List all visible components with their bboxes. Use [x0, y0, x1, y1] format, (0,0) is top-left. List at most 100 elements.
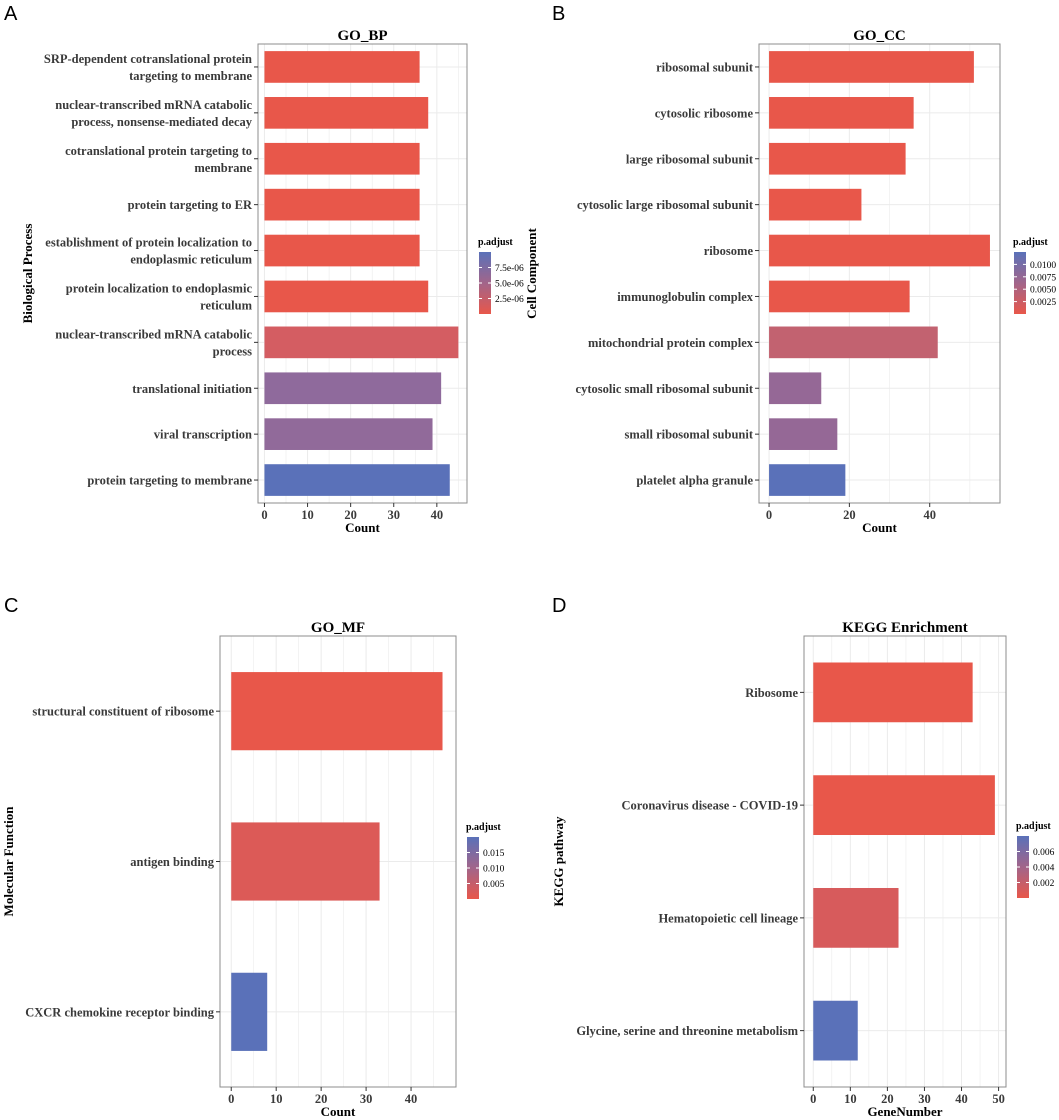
- x-tick-label: 0: [228, 1092, 234, 1106]
- bar: [769, 51, 974, 83]
- category-label: cytosolic large ribosomal subunit: [577, 198, 754, 212]
- panel-title: KEGG Enrichment: [842, 620, 967, 636]
- x-tick-label: 40: [405, 1092, 418, 1106]
- plot-frame: [758, 43, 1001, 504]
- category-label: cotranslational protein targeting to memb…: [65, 144, 252, 175]
- category-label: viral transcription: [154, 428, 252, 442]
- category-label: protein targeting to membrane: [87, 474, 252, 488]
- category-label: mitochondrial protein complex: [588, 336, 754, 350]
- category-label: antigen binding: [130, 855, 214, 869]
- y-axis-label: Molecular Function: [1, 806, 16, 917]
- legend-label: 5.0e-06: [495, 280, 524, 290]
- legend-colorbar: [1014, 252, 1026, 314]
- bar: [769, 464, 846, 496]
- x-tick-label: 40: [431, 508, 444, 522]
- category-label: nuclear-transcribed mRNA catabolic proces…: [55, 98, 252, 129]
- panel-letter-c: C: [4, 595, 18, 617]
- x-tick-label: 0: [766, 508, 772, 522]
- legend-label: 0.004: [1033, 864, 1055, 874]
- bar: [264, 97, 429, 129]
- legend-title: p.adjust: [1013, 237, 1048, 248]
- category-label: platelet alpha granule: [636, 474, 753, 488]
- legend-label: 0.010: [483, 865, 505, 875]
- legend-label: 7.5e-06: [495, 264, 524, 274]
- category-label: establishment of protein localization to…: [45, 236, 252, 267]
- x-tick-label: 0: [261, 508, 267, 522]
- category-label: immunoglobulin complex: [617, 290, 754, 304]
- legend: p.adjust 0.0100 0.0075 0.0050 0.0025: [1013, 237, 1056, 314]
- legend: p.adjust 0.015 0.010 0.005: [466, 822, 505, 899]
- bar: [813, 1000, 858, 1061]
- panel-b: ribosomal subunit cytosolic ribosome large…: [524, 28, 1056, 535]
- panel-title: GO_CC: [853, 28, 906, 44]
- legend: p.adjust 7.5e-06 5.0e-06 2.5e-06: [478, 237, 524, 314]
- category-label: SRP-dependent cotranslational protein tar…: [44, 52, 253, 83]
- bar: [769, 418, 838, 450]
- x-tick-label: 20: [315, 1092, 328, 1106]
- x-tick-label: 30: [387, 508, 400, 522]
- x-axis-label: GeneNumber: [867, 1104, 942, 1119]
- x-tick-label: 40: [923, 508, 936, 522]
- legend-label: 0.002: [1033, 879, 1055, 889]
- x-tick-label: 20: [344, 508, 357, 522]
- bar: [813, 887, 899, 948]
- bar: [264, 142, 420, 175]
- panel-title: GO_MF: [311, 620, 365, 636]
- category-label: ribosomal subunit: [656, 60, 754, 74]
- bar: [264, 51, 420, 83]
- bar: [769, 280, 910, 313]
- bar: [264, 372, 442, 405]
- category-label: small ribosomal subunit: [624, 428, 753, 442]
- legend: p.adjust 0.006 0.004 0.002: [1016, 821, 1055, 898]
- panel-c: structural constituent of ribosome antige…: [1, 620, 505, 1119]
- bar: [264, 280, 429, 313]
- category-label: protein targeting to ER: [128, 198, 253, 212]
- bar: [264, 188, 420, 221]
- y-axis-label: KEGG pathway: [551, 816, 566, 906]
- x-tick-label: 20: [881, 1092, 894, 1106]
- panel-title: GO_BP: [337, 28, 387, 44]
- bar: [264, 326, 459, 359]
- bar: [769, 372, 822, 405]
- x-tick-label: 10: [301, 508, 314, 522]
- category-label: ribosome: [704, 244, 754, 258]
- legend-label: 0.005: [483, 880, 505, 890]
- category-label: protein localization to endoplasmic retic…: [66, 281, 253, 312]
- category-label: CXCR chemokine receptor binding: [25, 1005, 215, 1019]
- plot-frame: [257, 43, 468, 504]
- x-axis-label: Count: [862, 520, 897, 535]
- bar: [231, 822, 380, 901]
- legend-title: p.adjust: [478, 237, 513, 248]
- legend-title: p.adjust: [1016, 821, 1051, 832]
- x-tick-label: 10: [270, 1092, 283, 1106]
- bar: [264, 464, 450, 496]
- legend-label: 2.5e-06: [495, 295, 524, 305]
- charts-layer: SRP-dependent cotranslational protein tar…: [1, 28, 1056, 1119]
- category-label: Hematopoietic cell lineage: [658, 911, 798, 925]
- legend-label: 0.015: [483, 849, 505, 859]
- legend-label: 0.0075: [1030, 273, 1056, 283]
- bar: [813, 775, 995, 836]
- panel-d: Ribosome Coronavirus disease - COVID-19 He…: [551, 620, 1055, 1119]
- bar: [769, 326, 938, 359]
- category-label: cytosolic small ribosomal subunit: [576, 382, 754, 396]
- y-axis-label: Biological Process: [20, 224, 35, 324]
- category-label: translational initiation: [132, 382, 252, 396]
- category-label: cytosolic ribosome: [655, 106, 754, 120]
- x-tick-label: 50: [992, 1092, 1005, 1106]
- bar: [769, 97, 914, 129]
- y-axis-label: Cell Component: [524, 228, 539, 319]
- legend-label: 0.0025: [1030, 298, 1056, 308]
- panel-letter-b: B: [552, 3, 565, 25]
- x-tick-label: 40: [955, 1092, 968, 1106]
- x-tick-label: 10: [844, 1092, 857, 1106]
- x-tick-label: 30: [918, 1092, 931, 1106]
- category-label: structural constituent of ribosome: [32, 705, 214, 719]
- category-label: Coronavirus disease - COVID-19: [621, 799, 798, 813]
- bar: [769, 142, 906, 175]
- legend-label: 0.0100: [1030, 261, 1056, 271]
- category-label: large ribosomal subunit: [626, 152, 754, 166]
- legend-label: 0.006: [1033, 848, 1055, 858]
- x-axis-label: Count: [345, 520, 380, 535]
